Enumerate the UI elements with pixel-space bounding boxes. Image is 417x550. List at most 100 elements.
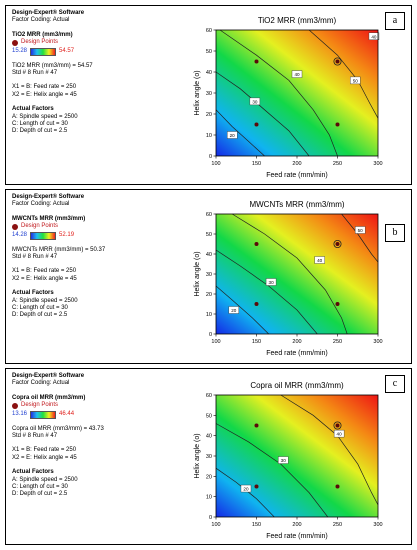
contour-label-box xyxy=(368,32,380,40)
x-tick-label: 100 xyxy=(211,339,220,345)
contour-label-box xyxy=(265,278,277,286)
factor-a: A: Spindle speed = 2500 xyxy=(12,113,78,120)
panel-c: Design-Expert® Software Factor Coding: A… xyxy=(5,368,412,545)
response-name: TiO2 MRR (mm3/mm) xyxy=(12,31,73,38)
x-tick-label: 250 xyxy=(333,161,342,167)
design-point xyxy=(254,423,259,428)
contour-label: 40 xyxy=(294,72,300,77)
design-point xyxy=(254,484,259,489)
panel-info: Design-Expert® Software Factor Coding: A… xyxy=(12,10,187,136)
panel-b: Design-Expert® Software Factor Coding: A… xyxy=(5,189,412,364)
color-scale: 13.16 46.44 xyxy=(12,410,187,419)
x-tick-label: 300 xyxy=(373,161,382,167)
panel-letter: c xyxy=(385,375,405,393)
design-point xyxy=(335,484,340,489)
design-point xyxy=(254,59,259,64)
y-tick-label: 0 xyxy=(209,154,212,160)
x-tick-label: 150 xyxy=(252,161,261,167)
contour-label: 40 xyxy=(337,432,343,437)
scale-high: 54.57 xyxy=(59,47,75,54)
y-tick-label: 10 xyxy=(206,133,212,139)
factor-coding: Factor Coding: Actual xyxy=(12,17,70,24)
contour-surface xyxy=(216,214,378,334)
contour-label-box xyxy=(291,70,303,78)
y-tick-label: 30 xyxy=(206,454,212,460)
x2-factor: X2 = E: Helix angle = 45 xyxy=(12,91,77,98)
color-scale: 15.28 54.57 xyxy=(12,47,187,56)
response-name: Copra oil MRR (mm3/mm) xyxy=(12,394,86,401)
design-point xyxy=(254,302,259,306)
software-name: Design-Expert® Software xyxy=(12,10,85,16)
x-tick-label: 250 xyxy=(333,339,342,345)
y-axis-label: Helix angle (o) xyxy=(194,70,201,115)
x-tick-label: 150 xyxy=(252,522,261,528)
contour-label-box xyxy=(350,76,361,85)
software-name: Design-Expert® Software xyxy=(12,194,85,200)
x-tick-label: 200 xyxy=(292,161,301,167)
software-name: Design-Expert® Software xyxy=(12,373,85,379)
design-points-label: Design Points xyxy=(21,223,59,230)
design-point xyxy=(254,122,259,127)
y-tick-label: 50 xyxy=(206,232,212,238)
panel-info: Design-Expert® Software Factor Coding: A… xyxy=(12,194,187,320)
color-scale: 14.28 52.19 xyxy=(12,231,187,240)
prediction-value: TiO2 MRR (mm3/mm) = 54.57 xyxy=(12,62,93,69)
design-point xyxy=(335,302,340,306)
factor-coding: Factor Coding: Actual xyxy=(12,201,70,208)
contour-surface xyxy=(216,30,378,156)
design-point xyxy=(254,242,259,246)
contour-line-30 xyxy=(215,249,318,335)
x-axis-label: Feed rate (mm/min) xyxy=(266,172,327,179)
factor-c: C: Length of cut = 30 xyxy=(12,305,68,312)
x1-factor: X1 = B: Feed rate = 250 xyxy=(12,84,77,91)
contour-label-box xyxy=(278,456,289,464)
y-tick-label: 10 xyxy=(206,495,212,501)
contour-label-box xyxy=(333,429,345,438)
std-run: Std # 8 Run # 47 xyxy=(12,433,58,440)
x-tick-label: 150 xyxy=(252,339,261,345)
y-tick-label: 30 xyxy=(206,272,212,278)
contour-label-box xyxy=(314,256,325,264)
design-point xyxy=(335,122,340,127)
highlight-point xyxy=(333,421,342,430)
actual-factors-heading: Actual Factors xyxy=(12,106,54,113)
x2-factor: X2 = E: Helix angle = 45 xyxy=(12,454,77,461)
y-tick-label: 60 xyxy=(206,212,212,218)
design-points-label: Design Points xyxy=(21,402,59,409)
panel-info: Design-Expert® Software Factor Coding: A… xyxy=(12,373,187,499)
scale-low: 13.16 xyxy=(12,410,28,417)
factor-a: A: Spindle speed = 2500 xyxy=(12,297,78,304)
contour-label: 20 xyxy=(243,487,249,492)
factor-c: C: Length of cut = 30 xyxy=(12,121,68,128)
design-point xyxy=(335,59,340,64)
factor-d: D: Depth of cut = 2.5 xyxy=(12,491,68,498)
contour-line-30 xyxy=(215,71,310,157)
contour-line-20 xyxy=(215,109,265,157)
y-tick-label: 20 xyxy=(206,292,212,298)
x-axis-label: Feed rate (mm/min) xyxy=(266,533,327,540)
y-tick-label: 40 xyxy=(206,252,212,258)
design-point-marker-icon xyxy=(12,223,18,230)
panel-a: Design-Expert® Software Factor Coding: A… xyxy=(5,5,412,185)
contour-label-box xyxy=(240,484,252,493)
contour-label: 40 xyxy=(317,258,323,263)
design-points-legend: Design Points xyxy=(12,223,187,230)
contour-label: 30 xyxy=(281,458,287,463)
contour-label: 20 xyxy=(230,133,236,138)
x-tick-label: 200 xyxy=(292,522,301,528)
panel-letter: b xyxy=(385,224,405,242)
factor-a: A: Spindle speed = 2500 xyxy=(12,476,78,483)
contour-line-40 xyxy=(280,394,379,505)
y-axis-label: Helix angle (o) xyxy=(194,433,201,478)
contour-label-box xyxy=(249,97,261,106)
color-gradient-bar xyxy=(30,410,57,419)
y-tick-label: 60 xyxy=(206,28,212,34)
x-tick-label: 300 xyxy=(373,339,382,345)
y-tick-label: 0 xyxy=(209,515,212,521)
std-run: Std # 8 Run # 47 xyxy=(12,70,58,77)
factor-d: D: Depth of cut = 2.5 xyxy=(12,312,68,319)
actual-factors-heading: Actual Factors xyxy=(12,469,54,476)
chart-title: Copra oil MRR (mm3/mm) xyxy=(250,381,344,390)
